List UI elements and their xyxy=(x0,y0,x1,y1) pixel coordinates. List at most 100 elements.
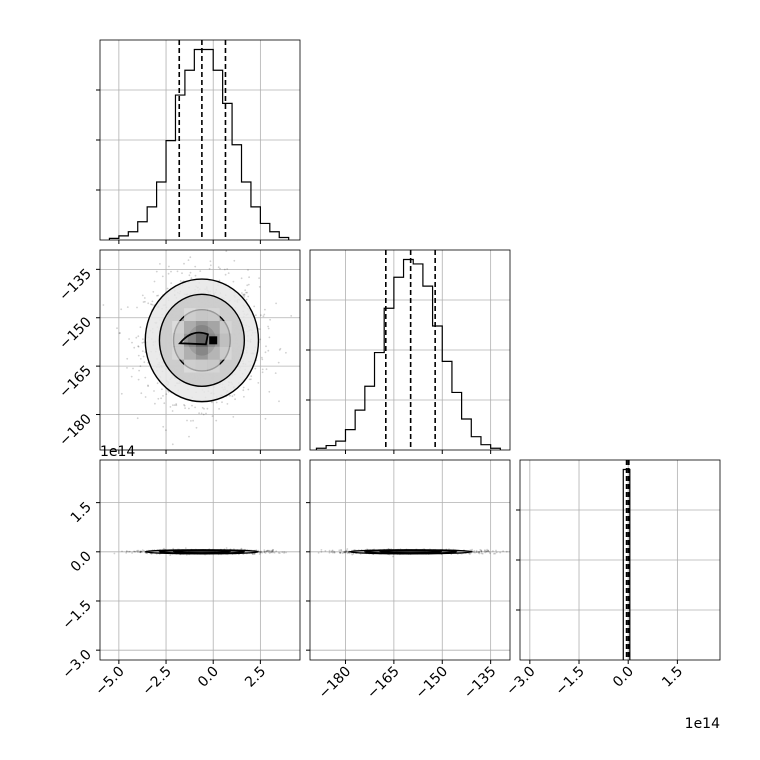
sample-point xyxy=(475,551,478,554)
sample-point xyxy=(143,297,146,299)
sample-point xyxy=(120,308,123,311)
sample-point xyxy=(268,551,270,554)
contour-line xyxy=(172,550,231,554)
sample-point xyxy=(163,547,165,550)
y-tick-label: 1.5 xyxy=(68,499,95,526)
density-pixel xyxy=(207,321,220,334)
sample-point xyxy=(268,336,271,339)
sample-point xyxy=(184,407,187,409)
sample-point xyxy=(147,385,150,387)
sample-point xyxy=(243,296,246,298)
sample-point xyxy=(132,367,134,370)
sample-point xyxy=(137,378,140,381)
sample-point xyxy=(203,407,205,410)
sample-point xyxy=(487,550,490,553)
sample-point xyxy=(161,388,163,391)
sample-point xyxy=(184,547,187,549)
sample-point xyxy=(330,551,333,553)
sample-point xyxy=(480,550,483,553)
sample-point xyxy=(340,549,342,551)
sample-point xyxy=(240,547,243,550)
sample-point xyxy=(281,551,284,554)
sample-point xyxy=(201,406,204,409)
sample-point xyxy=(181,272,183,275)
y-tick-label: −3.0 xyxy=(59,647,94,682)
sample-point xyxy=(170,270,172,273)
x-tick-label: 0.0 xyxy=(195,664,222,691)
sample-point xyxy=(191,404,193,407)
sample-point xyxy=(262,315,265,318)
sample-point xyxy=(137,549,140,552)
sample-point xyxy=(194,406,197,409)
sample-point xyxy=(243,293,246,296)
sample-point xyxy=(227,272,230,274)
sample-point xyxy=(486,550,488,552)
y-tick-label: −165 xyxy=(56,363,95,402)
sample-point xyxy=(225,547,228,549)
sample-point xyxy=(476,551,478,553)
data-layer xyxy=(95,40,631,660)
sample-point xyxy=(139,326,142,329)
sample-point xyxy=(170,282,173,284)
sample-point xyxy=(179,280,182,282)
sample-point xyxy=(215,401,218,404)
sample-point xyxy=(479,549,482,551)
sample-point xyxy=(247,295,250,298)
sample-point xyxy=(261,358,264,361)
sample-point xyxy=(247,283,250,286)
x-tick-label: −135 xyxy=(461,664,500,703)
sample-point xyxy=(263,313,266,316)
density-pixel xyxy=(172,346,185,360)
sample-point xyxy=(232,280,235,283)
density-pixel xyxy=(195,308,208,322)
sample-point xyxy=(272,551,274,554)
sample-point xyxy=(243,395,245,398)
sample-point xyxy=(165,429,167,432)
sample-point xyxy=(152,291,155,293)
sample-point xyxy=(488,551,491,553)
sample-point xyxy=(320,549,323,551)
density-pixel xyxy=(184,321,196,334)
sample-point xyxy=(189,256,192,259)
sample-point xyxy=(270,549,272,552)
x-tick-label: −3.0 xyxy=(503,664,538,699)
sample-point xyxy=(250,375,253,378)
sample-point xyxy=(139,551,142,554)
sample-point xyxy=(209,260,212,263)
sample-point xyxy=(244,289,247,292)
histogram-step xyxy=(108,48,290,240)
sample-point xyxy=(345,550,347,552)
sample-point xyxy=(352,552,355,555)
sample-point xyxy=(489,552,491,555)
sample-point xyxy=(260,314,262,317)
sample-point xyxy=(141,350,144,353)
sample-point xyxy=(157,294,160,297)
sample-point xyxy=(484,549,486,552)
sample-point xyxy=(126,306,129,308)
sample-point xyxy=(224,273,227,276)
sample-point xyxy=(487,549,489,552)
tick-layer xyxy=(96,89,678,664)
density-pixel xyxy=(195,333,208,347)
sample-point xyxy=(169,406,172,408)
sample-point xyxy=(242,389,245,392)
sample-point xyxy=(208,267,211,270)
sample-point xyxy=(254,367,257,370)
sample-point xyxy=(131,341,133,344)
sample-point xyxy=(324,550,327,552)
sample-point xyxy=(261,371,264,374)
sample-point xyxy=(474,551,477,554)
sample-point xyxy=(183,404,185,406)
sample-point xyxy=(267,549,269,552)
sample-point xyxy=(252,553,254,556)
sample-point xyxy=(269,551,272,554)
sample-point xyxy=(188,407,190,410)
sample-point xyxy=(264,417,267,420)
sample-point xyxy=(345,549,348,552)
sample-point xyxy=(132,550,135,553)
sample-point xyxy=(95,335,97,337)
sample-point xyxy=(279,347,282,350)
sample-point xyxy=(141,294,144,297)
density-pixel xyxy=(219,333,232,347)
density-pixel xyxy=(219,346,232,360)
